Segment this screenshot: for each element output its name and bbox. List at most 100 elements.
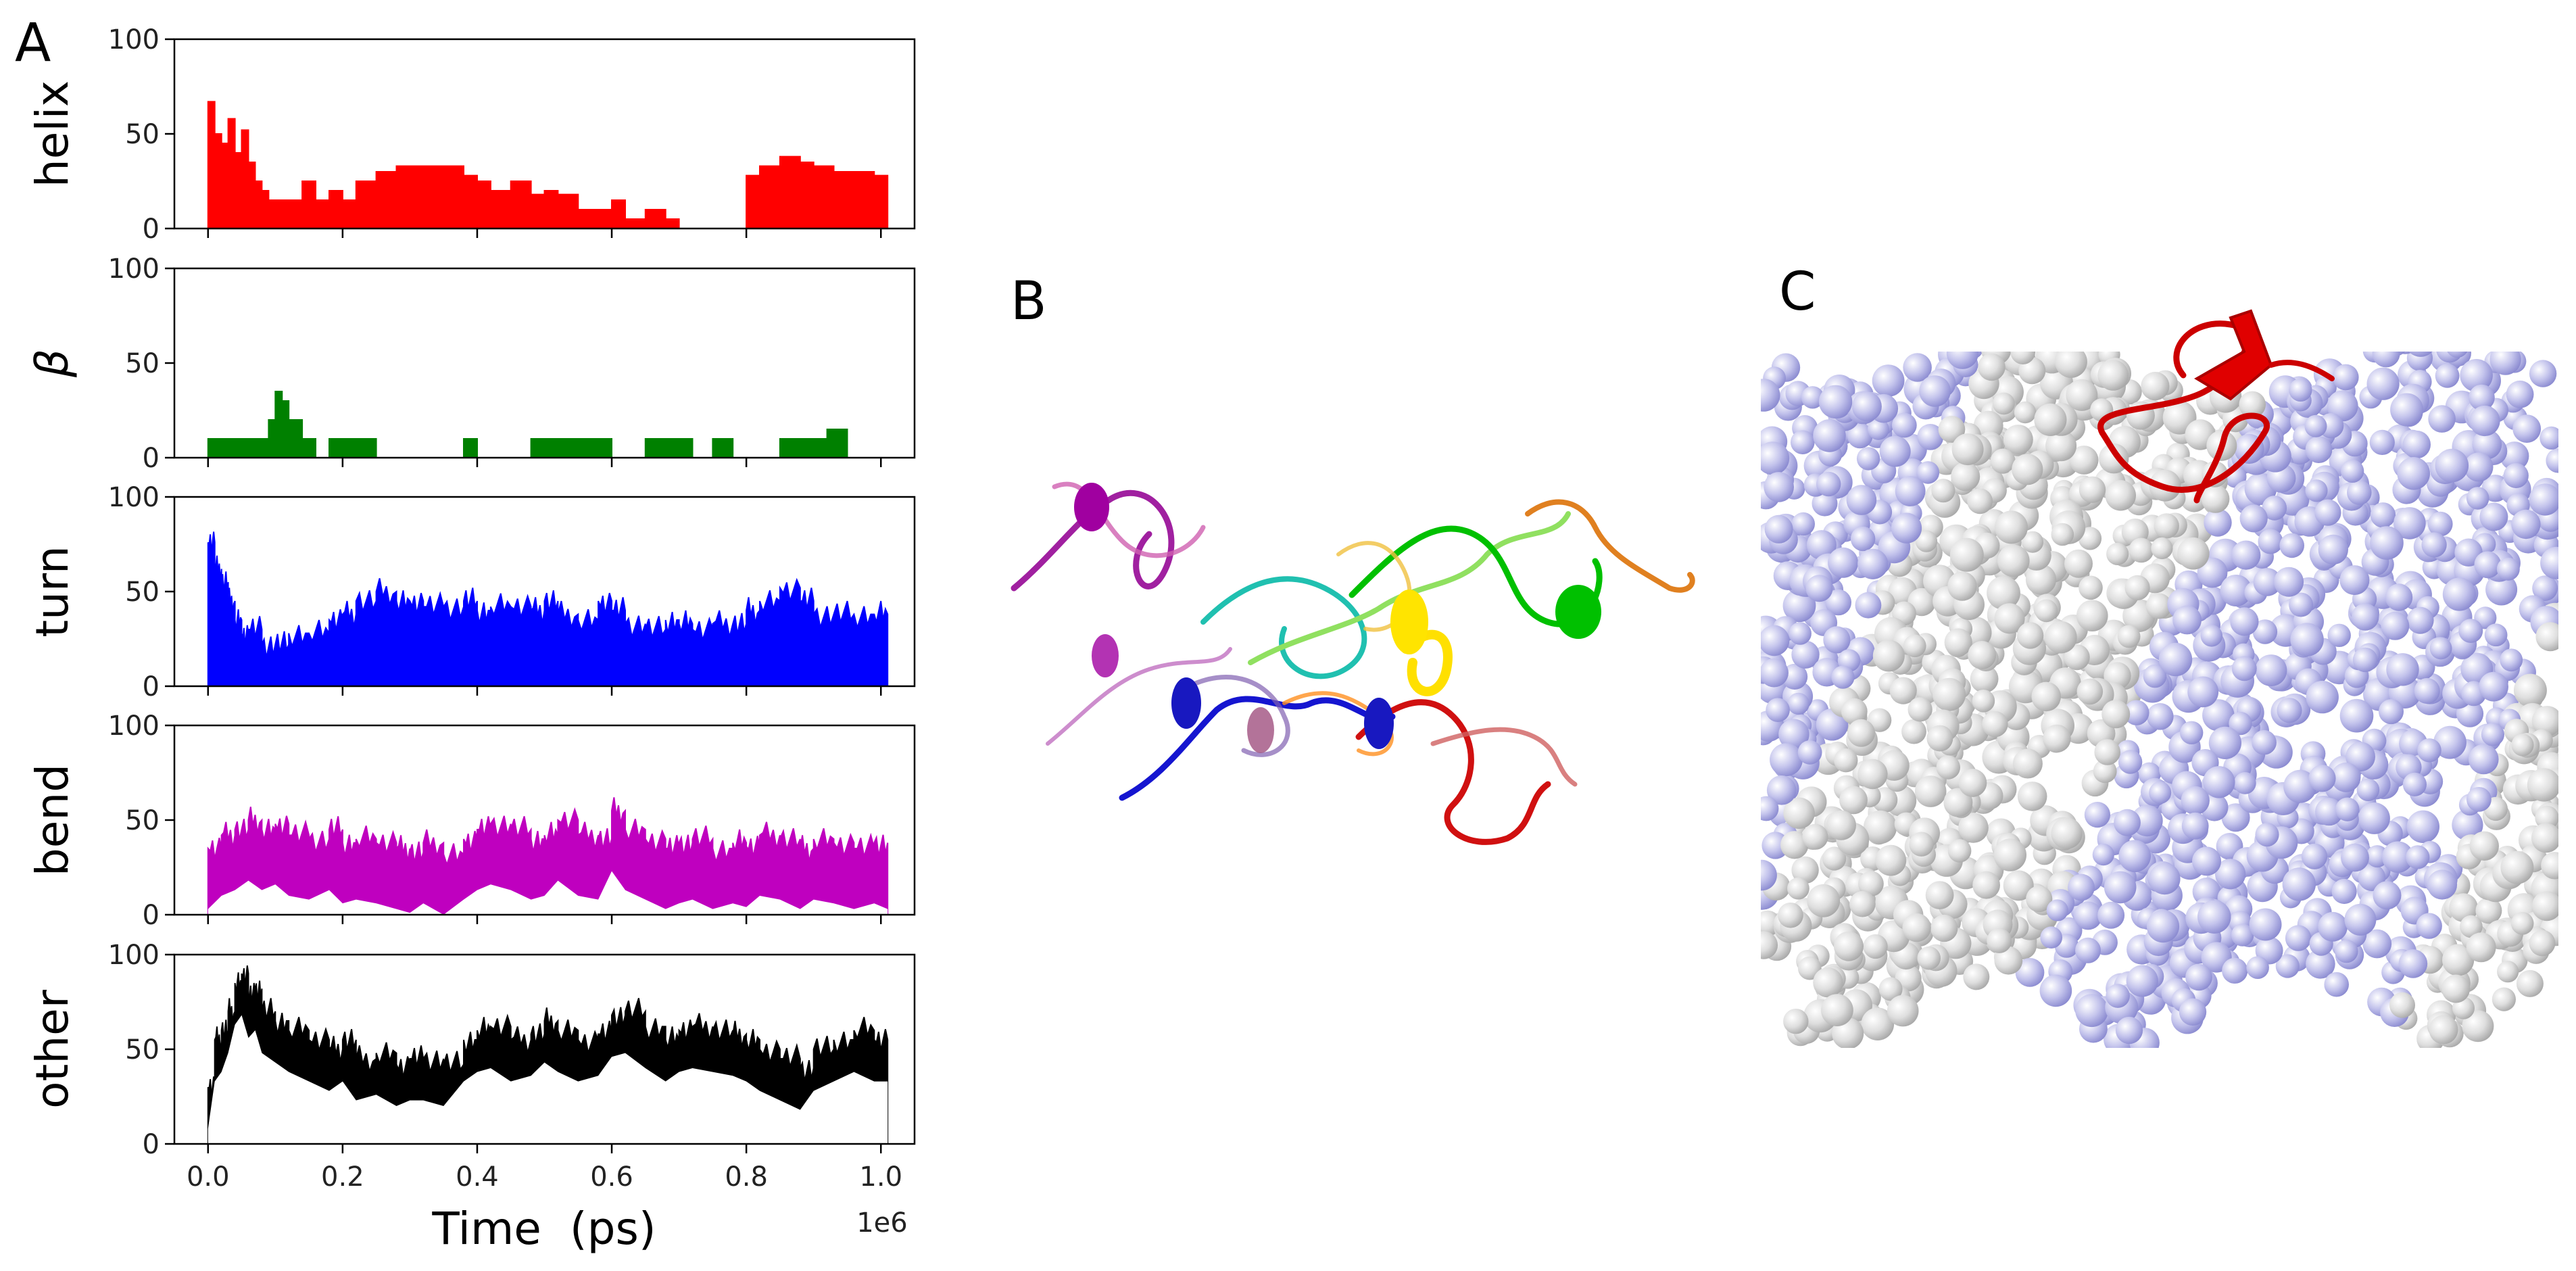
lipid-atom	[2372, 352, 2400, 368]
lipid-atom	[2469, 831, 2499, 861]
lipid-atom	[2421, 532, 2447, 558]
lipid-atom	[2118, 840, 2151, 872]
lipid-atom	[2233, 772, 2256, 794]
lipid-atom	[1825, 589, 1851, 616]
lipid-atom	[1863, 934, 1888, 959]
lipid-atom	[2497, 961, 2519, 983]
lipid-atom	[1875, 844, 1907, 876]
lipid-atom	[2331, 878, 2357, 905]
lipid-atom	[2064, 549, 2093, 578]
membrane-image	[1761, 318, 2558, 1048]
lipid-atom	[2469, 744, 2499, 775]
lipid-atom	[1987, 928, 2012, 953]
lipid-atom	[2474, 551, 2502, 579]
lipid-atom	[2092, 844, 2114, 866]
lipid-atom	[2324, 972, 2349, 997]
lipid-atom	[1846, 485, 1877, 515]
lipid-atom	[2022, 531, 2044, 553]
lipid-atom	[1802, 823, 1828, 850]
y-axis-label-helix: helix	[26, 80, 78, 187]
y-tick-label: 0	[143, 1129, 160, 1160]
lipid-atom	[1997, 544, 2030, 577]
lipid-atom	[2197, 900, 2231, 934]
lipid-atom	[1990, 448, 2016, 474]
lipid-atom	[2315, 798, 2343, 826]
lipid-atom	[2114, 809, 2141, 836]
lipid-atom	[2469, 405, 2500, 437]
lipid-atom	[2141, 372, 2170, 401]
lipid-atom	[2220, 575, 2252, 606]
lipid-atom	[2197, 557, 2228, 588]
lipid-atom	[1917, 424, 1944, 450]
y-tick-label: 0	[143, 671, 160, 702]
lipid-atom	[2015, 958, 2045, 987]
lipid-atom	[2352, 647, 2378, 673]
lipid-atom	[1821, 994, 1853, 1026]
lipid-atom	[2402, 430, 2431, 459]
lipid-atom	[1867, 708, 1892, 732]
lipid-atom	[1995, 510, 2028, 544]
lipid-atom	[2014, 401, 2037, 424]
y-tick-label: 50	[125, 1034, 160, 1065]
lipid-atom	[2076, 678, 2104, 705]
peptide-ribbon	[2097, 309, 2335, 504]
lipid-atom	[2406, 352, 2433, 371]
lipid-atom	[2466, 487, 2489, 510]
lipid-atom	[2406, 845, 2430, 869]
lipid-atom	[1993, 838, 2026, 871]
lipid-atom	[2540, 546, 2558, 579]
lipid-atom	[2181, 786, 2210, 815]
lipid-atom	[1789, 622, 1812, 645]
lipid-atom	[1861, 1007, 1895, 1040]
lipid-atom	[2275, 954, 2300, 978]
lipid-atom	[2402, 772, 2427, 796]
lipid-atom	[1849, 890, 1876, 917]
lipid-atom	[2390, 393, 2424, 427]
lipid-atom	[1761, 859, 1777, 891]
lipid-atom	[2369, 429, 2395, 456]
lipid-atom	[1936, 755, 1960, 780]
lipid-atom	[2115, 1016, 2143, 1045]
lipid-atom	[1813, 419, 1846, 452]
lipid-atom	[1857, 548, 1889, 579]
lipid-atom	[2025, 564, 2057, 595]
lipid-atom	[2389, 318, 2423, 352]
area-turn	[207, 531, 889, 687]
lipid-atom	[2231, 540, 2261, 570]
lipid-atom	[2093, 759, 2117, 784]
lipid-atom	[2282, 867, 2316, 901]
lipid-atom	[1944, 628, 1972, 656]
lipid-atom	[1847, 423, 1873, 449]
lipid-atom	[1791, 856, 1819, 884]
lipid-atom	[1834, 748, 1858, 773]
lipid-atom	[2069, 323, 2096, 350]
lipid-atom	[2318, 534, 2348, 565]
lipid-atom	[2485, 573, 2518, 606]
lipid-atom	[2442, 577, 2476, 611]
lipid-atom	[2398, 949, 2428, 978]
panel-turn: 0 50 100 turn	[26, 482, 916, 702]
lipid-atom	[2389, 992, 2415, 1018]
lipid-atom	[1857, 759, 1888, 790]
lipid-atom	[1903, 353, 1932, 382]
lipid-atom	[2366, 845, 2389, 868]
lipid-atom	[1791, 512, 1815, 536]
x-tick-label: 0.2	[321, 1161, 364, 1193]
lipid-atom	[2546, 448, 2558, 473]
panel-label-b: B	[1011, 271, 1047, 332]
lipid-atom	[2466, 787, 2492, 812]
lipid-atom	[2397, 352, 2414, 354]
lipid-atom	[2532, 575, 2558, 601]
lipid-atom	[2479, 671, 2509, 702]
y-tick-label: 50	[125, 805, 160, 836]
lipid-atom	[1761, 796, 1779, 821]
lipid-atom	[1850, 526, 1876, 552]
lipid-atom	[2172, 605, 2202, 635]
lipid-atom	[2055, 352, 2087, 378]
lipid-atom	[2358, 802, 2390, 834]
lipid-atom	[2031, 681, 2061, 712]
lipid-atom	[1816, 471, 1841, 497]
lipid-atom	[1806, 530, 1837, 560]
lipid-atom	[2149, 782, 2172, 804]
lipid-atom	[2074, 901, 2103, 930]
